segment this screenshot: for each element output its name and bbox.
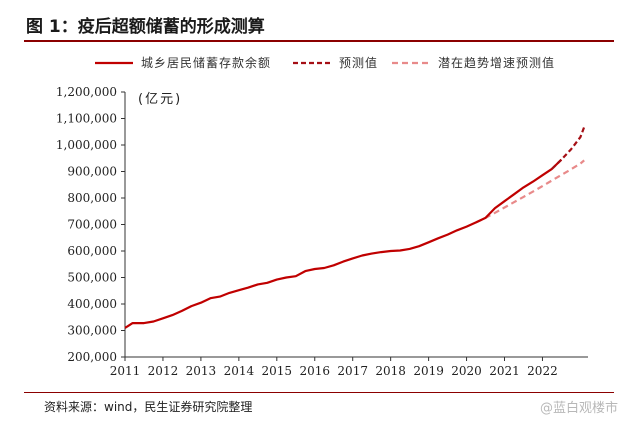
y-tick-label: 1,000,000 <box>56 138 117 152</box>
y-tick-label: 200,000 <box>67 350 117 364</box>
x-tick-label: 2016 <box>299 364 330 378</box>
y-tick-label: 900,000 <box>67 165 117 179</box>
watermark: @蓝白观楼市 <box>539 401 618 416</box>
x-tick-label: 2018 <box>375 364 406 378</box>
x-tick-label: 2019 <box>413 364 444 378</box>
y-tick-label: 600,000 <box>67 244 117 258</box>
x-tick-label: 2015 <box>262 364 293 378</box>
y-tick-label: 300,000 <box>67 324 117 338</box>
y-axis: 200,000 300,000 400,000 500,000 600,000 700,0… <box>56 85 126 364</box>
footer-rule <box>24 392 614 393</box>
x-tick-label: 2011 <box>110 364 141 378</box>
y-tick-label: 1,200,000 <box>56 85 117 99</box>
x-tick-label: 2014 <box>224 364 255 378</box>
chart-title: 图 1：疫后超额储蓄的形成测算 <box>26 17 265 37</box>
x-tick-label: 2021 <box>489 364 520 378</box>
legend: 城乡居民储蓄存款余额 预测值 潜在趋势增速预测值 <box>95 55 555 70</box>
source-note: 资料来源：wind，民生证券研究院整理 <box>44 400 253 414</box>
series-line-potential <box>475 159 585 224</box>
y-tick-label: 500,000 <box>67 271 117 285</box>
line-chart: 城乡居民储蓄存款余额 预测值 潜在趋势增速预测值 (亿元) 200,000 300,0… <box>56 55 588 378</box>
y-tick-label: 400,000 <box>67 297 117 311</box>
x-tick-label: 2020 <box>451 364 482 378</box>
legend-label-forecast: 预测值 <box>339 55 378 70</box>
y-axis-unit-label: (亿元) <box>138 92 182 107</box>
y-tick-label: 1,100,000 <box>56 112 117 126</box>
y-tick-label: 800,000 <box>67 191 117 205</box>
x-tick-label: 2022 <box>527 364 558 378</box>
legend-label-potential: 潜在趋势增速预测值 <box>438 55 555 70</box>
x-tick-label: 2013 <box>186 364 217 378</box>
x-tick-label: 2012 <box>148 364 179 378</box>
x-axis: 2011 2012 2013 2014 2015 2016 2017 2018 2019 2020… <box>110 356 588 378</box>
y-tick-label: 700,000 <box>67 218 117 232</box>
legend-label-actual: 城乡居民储蓄存款余额 <box>141 55 271 70</box>
series-lines <box>124 126 586 329</box>
series-line-actual <box>124 158 563 329</box>
series-line-forecast <box>551 126 586 170</box>
title-rule <box>24 40 614 42</box>
x-tick-label: 2017 <box>337 364 368 378</box>
